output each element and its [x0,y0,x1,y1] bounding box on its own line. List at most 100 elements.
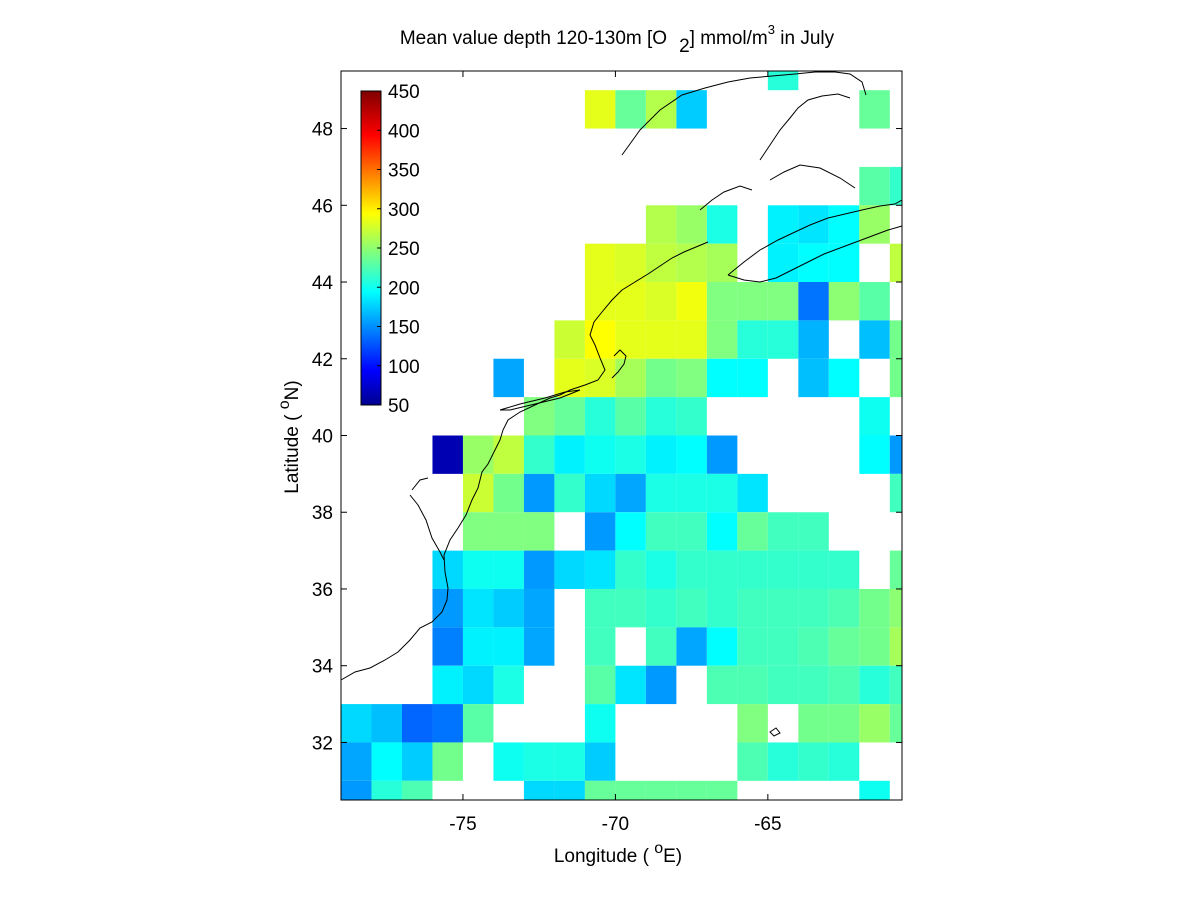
heatmap-cell [798,588,829,628]
heatmap-cell [676,282,707,321]
heatmap-cell [676,358,707,398]
heatmap-cell [706,282,738,321]
y-tick-label: 48 [312,120,333,141]
heatmap-cell [341,704,372,743]
coastline-bermuda [769,727,781,737]
heatmap-cell [828,704,860,743]
heatmap-cell [341,780,372,800]
heatmap-cell [889,704,902,743]
heatmap-cell [706,627,738,666]
heatmap-cell [584,588,616,628]
heatmap-cell [767,512,799,551]
map-title: Mean value depth 120-130m [O 2] mmol/m3 i… [400,22,835,57]
heatmap-cell [737,282,768,321]
heatmap-cell [706,358,738,398]
heatmap-cell [645,512,677,551]
heatmap-cell [462,512,494,551]
heatmap-cell [676,435,707,474]
coastline [340,71,903,737]
heatmap-cell [859,588,890,628]
heatmap-cell [737,320,768,359]
y-tick-label: 40 [312,427,333,448]
heatmap-cell [462,550,494,589]
heatmap-cell [432,435,463,474]
heatmap-cell [859,397,890,436]
heatmap-cell [493,665,524,705]
heatmap-cell [889,166,902,206]
heatmap-cell [889,550,902,589]
heatmap-cell [523,627,555,666]
heatmap-cell [615,90,646,129]
heatmap-cell [554,742,585,781]
y-tick-label: 38 [312,503,333,524]
heatmap-cell [828,550,860,589]
heatmap-cell [401,742,433,781]
heatmap-cell [859,205,890,244]
heatmap-cell [645,320,677,359]
heatmap-cell [798,243,829,283]
heatmap-cell [859,90,890,129]
heatmap-cell [615,473,646,513]
heatmap-cell [615,320,646,359]
coastline-chesapeake [409,477,445,561]
heatmap-cell [432,704,463,743]
colorbar-tick-label: 200 [388,278,420,299]
heatmap-cell [645,627,677,666]
heatmap-cell [523,550,555,589]
plot-area: -75 -70 -65 32 34 36 38 40 42 44 46 48 [312,70,903,835]
heatmap-cell [523,473,555,513]
heatmap-cell [676,550,707,589]
heatmap-cell [706,205,738,244]
heatmap-cell [493,742,524,781]
heatmap-cell [493,435,524,474]
heatmap-cell [859,166,890,206]
heatmap-cell [737,704,768,743]
heatmap-cell [859,320,890,359]
x-axis-label: Longitude ( oE) [554,840,682,867]
heatmap-cell [584,704,616,743]
coastline-cape-cod [611,349,627,379]
heatmap-cell [767,320,799,359]
heatmap-cell [462,473,494,513]
heatmap-cell [523,780,555,800]
heatmap-cell [554,473,585,513]
heatmap-cell [493,473,524,513]
heatmap-cell [554,780,585,800]
heatmap-cell [615,512,646,551]
heatmap-cell [645,282,677,321]
heatmap-cell [767,665,799,705]
x-axis: -75 -70 -65 [449,71,782,835]
x-tick-label: -65 [754,814,781,835]
heatmap-cell [615,780,646,800]
heatmap-cell [798,320,829,359]
heatmap-cell [859,780,890,800]
heatmap-cell [615,550,646,589]
heatmap-cell [676,588,707,628]
heatmap-cell [554,320,585,359]
heatmap-cell [523,742,555,781]
heatmap-cell [645,473,677,513]
heatmap-cell [645,588,677,628]
heatmap-cell [767,243,799,283]
heatmap-cell [828,205,860,244]
heatmap-cell [615,243,646,283]
heatmap-cell [737,665,768,705]
heatmap-cell [676,473,707,513]
heatmap-cell [737,550,768,589]
heatmap-cell [401,704,433,743]
heatmap-cell [859,282,890,321]
x-tick-label: -70 [602,814,629,835]
heatmap-cell [798,742,829,781]
heatmap-cell [584,627,616,666]
heatmap-cell [584,665,616,705]
heatmap-cell [493,550,524,589]
y-tick-label: 42 [312,350,333,371]
heatmap-cell [889,665,902,705]
colorbar-tick-label: 100 [388,357,420,378]
heatmap-cell [645,397,677,436]
heatmap-cell [584,397,616,436]
heatmap-cell [676,512,707,551]
colorbar-tick-label: 450 [388,82,420,103]
heatmap-cell [798,282,829,321]
heatmap-cell [554,358,585,398]
